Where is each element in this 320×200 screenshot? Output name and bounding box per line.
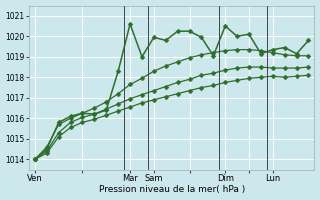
X-axis label: Pression niveau de la mer( hPa ): Pression niveau de la mer( hPa ) bbox=[99, 185, 245, 194]
